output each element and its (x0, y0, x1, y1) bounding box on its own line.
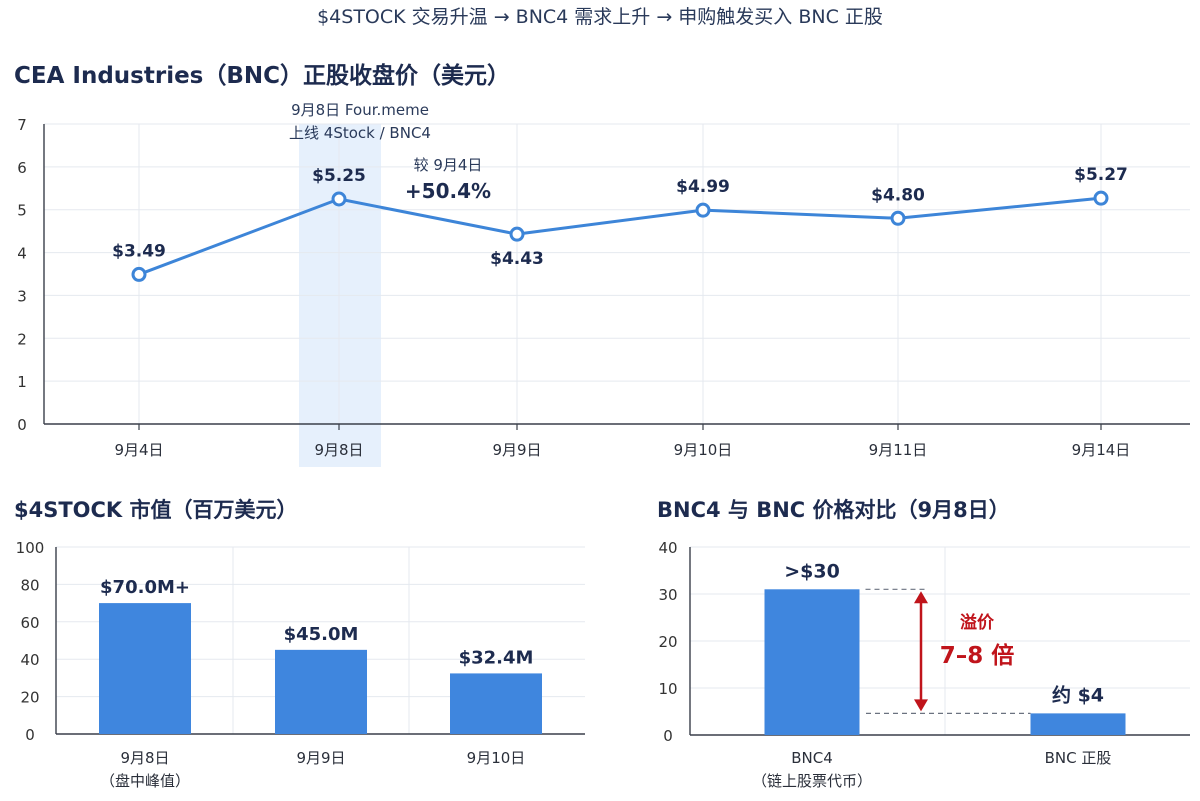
price-point (509, 226, 525, 242)
market-cap-data-label: $32.4M (459, 647, 534, 668)
y-tick-label: 80 (20, 576, 39, 594)
market-cap-bar (99, 603, 191, 734)
price-compare-data-label: >$30 (784, 560, 840, 582)
flow-banner: $4STOCK 交易升温 → BNC4 需求上升 → 申购触发买入 BNC 正股 (317, 6, 883, 28)
price-point (695, 202, 711, 218)
price-point (131, 266, 147, 282)
x-tick-label: 9月4日 (114, 441, 163, 459)
market-cap-bar (275, 649, 367, 734)
x-tick-label: 9月9日 (492, 441, 541, 459)
y-tick-label: 60 (20, 614, 39, 632)
price-compare-bar (1030, 713, 1126, 735)
market-cap-bar (450, 673, 542, 734)
price-data-label: $4.80 (871, 185, 925, 205)
price-point (890, 210, 906, 226)
x-tick-label: BNC4 (791, 749, 833, 767)
price-compare-bar (764, 589, 860, 735)
y-tick-label: 2 (17, 330, 27, 348)
x-tick-sublabel: （盘中峰值） (100, 772, 190, 790)
y-tick-label: 30 (658, 586, 677, 604)
premium-label: 溢价 (960, 612, 995, 633)
price-data-label: $4.43 (490, 249, 544, 269)
y-tick-label: 0 (25, 726, 35, 744)
y-tick-label: 40 (658, 539, 677, 557)
y-tick-label: 20 (20, 689, 39, 707)
x-tick-sublabel: （链上股票代币） (752, 772, 872, 790)
market-cap-chart-title: $4STOCK 市值（百万美元） (14, 498, 298, 522)
price-data-label: $5.27 (1074, 165, 1128, 185)
y-tick-label: 3 (17, 287, 27, 305)
price-data-label: $3.49 (112, 241, 166, 261)
change-annotation-line2: +50.4% (405, 179, 491, 203)
change-annotation-line1: 较 9月4日 (414, 156, 483, 174)
x-tick-label: 9月14日 (1072, 441, 1131, 459)
price-series-line (138, 196, 1102, 276)
price-data-label: $5.25 (312, 166, 366, 186)
y-tick-label: 1 (17, 373, 27, 391)
x-tick-label: 9月9日 (296, 749, 345, 767)
premium-arrow-head-up (914, 591, 928, 604)
premium-value: 7–8 倍 (940, 642, 1015, 669)
y-tick-label: 6 (17, 159, 27, 177)
highlight-annotation-line1: 9月8日 Four.meme (291, 101, 429, 119)
price-compare-data-label: 约 $4 (1052, 683, 1104, 706)
y-tick-label: 0 (17, 416, 27, 434)
x-tick-label: 9月11日 (869, 441, 928, 459)
price-point (331, 191, 347, 207)
market-cap-data-label: $70.0M+ (100, 577, 190, 598)
x-tick-label: BNC 正股 (1045, 749, 1112, 767)
y-tick-label: 40 (20, 651, 39, 669)
y-tick-label: 5 (17, 202, 27, 220)
price-data-label: $4.99 (676, 177, 730, 197)
x-tick-label: 9月8日 (314, 441, 363, 459)
y-tick-label: 7 (17, 116, 27, 134)
y-tick-label: 10 (658, 680, 677, 698)
y-tick-label: 0 (663, 727, 673, 745)
x-tick-label: 9月10日 (674, 441, 733, 459)
market-cap-data-label: $45.0M (284, 624, 359, 645)
price-point (1093, 190, 1109, 206)
y-tick-label: 4 (17, 245, 27, 263)
price-chart-title: CEA Industries（BNC）正股收盘价（美元） (14, 63, 511, 89)
highlight-annotation-line2: 上线 4Stock / BNC4 (289, 124, 431, 142)
price-compare-chart-title: BNC4 与 BNC 价格对比（9月8日） (657, 498, 1010, 522)
x-tick-label: 9月8日 (120, 749, 169, 767)
y-tick-label: 20 (658, 633, 677, 651)
y-tick-label: 100 (16, 539, 45, 557)
x-tick-label: 9月10日 (467, 749, 526, 767)
premium-arrow-head-down (914, 699, 928, 712)
